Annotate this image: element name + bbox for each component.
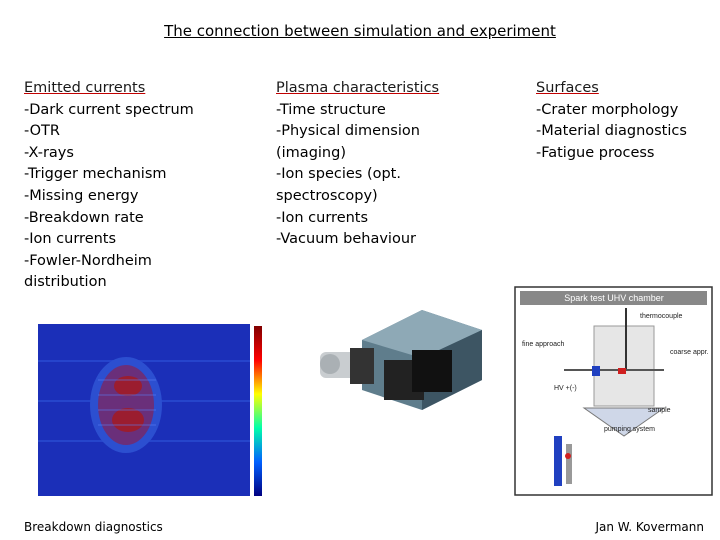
- caption: Breakdown diagnostics: [24, 520, 163, 534]
- column: Emitted currents -Dark current spectrum -O…: [24, 78, 202, 294]
- list-item: -Crater morphology: [536, 101, 679, 118]
- device-image: [320, 310, 482, 410]
- list-item: -Trigger mechanism: [24, 166, 167, 183]
- list-item: -Physical dimension (imaging): [276, 123, 420, 161]
- caption: Jan W. Kovermann: [595, 520, 704, 534]
- chamber-diagram: Spark test UHV chamber thermocouple fine…: [514, 286, 713, 496]
- list-item: -Ion currents: [276, 209, 369, 226]
- column-heading: Surfaces: [536, 80, 599, 96]
- column-heading: Emitted currents: [24, 80, 146, 96]
- heatmap-image: [28, 320, 268, 502]
- diagram-label: pumping system: [604, 426, 655, 433]
- list-item: -Missing energy: [24, 187, 139, 204]
- list-item: -Dark current spectrum: [24, 101, 194, 118]
- diagram-label: Spark test UHV chamber: [564, 293, 664, 303]
- list-item: -Vacuum behaviour: [276, 231, 416, 248]
- slide-title: The connection between simulation and ex…: [164, 22, 556, 40]
- list-item: -Material diagnostics: [536, 123, 687, 140]
- column-heading: Plasma characteristics: [276, 80, 440, 96]
- diagram-label: fine approach: [522, 341, 565, 348]
- list-item: -Fatigue process: [536, 144, 655, 161]
- diagram-label: coarse appr.: [670, 349, 709, 356]
- diagram-label: sample: [648, 407, 671, 414]
- column: Surfaces -Crater morphology -Material diag…: [536, 78, 716, 164]
- list-item: -OTR: [24, 123, 60, 140]
- list-item: -Breakdown rate: [24, 209, 144, 226]
- list-item: -X-rays: [24, 144, 74, 161]
- list-item: -Time structure: [276, 101, 386, 118]
- list-item: -Ion species (opt. spectroscopy): [276, 166, 401, 204]
- list-item: -Fowler-Nordheim distribution: [24, 252, 152, 291]
- diagram-label: HV +(-): [554, 385, 577, 392]
- diagram-label: thermocouple: [640, 313, 683, 320]
- column: Plasma characteristics -Time structure -Ph…: [276, 78, 444, 251]
- list-item: -Ion currents: [24, 231, 117, 248]
